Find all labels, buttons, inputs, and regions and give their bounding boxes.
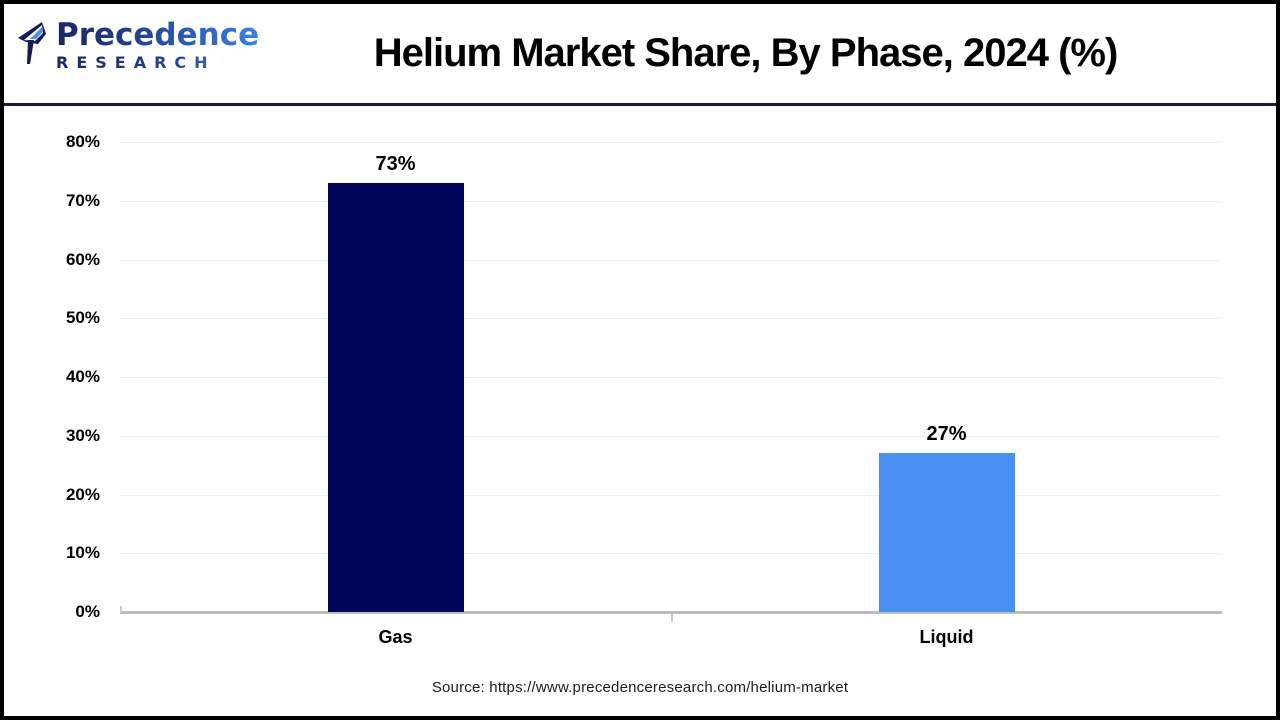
logo-text: Precedence RESEARCH xyxy=(56,18,259,74)
chart-area: 80% 70% 60% 50% 40% 30% 20% 10% 0% 73% 27% Source… xyxy=(4,109,1276,716)
gridline xyxy=(120,142,1222,143)
y-tick-label: 0% xyxy=(75,602,100,621)
y-tick-label: 50% xyxy=(65,308,100,328)
gridline xyxy=(120,494,1222,496)
x-axis-tick-mid xyxy=(671,614,673,622)
y-tick-label: 30% xyxy=(65,425,100,445)
gridline xyxy=(120,200,1222,202)
plot-area: 73% 27% xyxy=(120,142,1222,622)
gridline xyxy=(120,435,1222,437)
logo-line1: Precedence xyxy=(56,17,260,53)
bar-liquid xyxy=(878,453,1015,612)
bar-gas xyxy=(327,183,464,612)
quill-p-icon xyxy=(18,22,46,64)
gridline xyxy=(120,318,1222,320)
source-text: Source: https://www.precedenceresearch.c… xyxy=(431,679,849,696)
x-axis-tick-left xyxy=(120,606,122,612)
gridline xyxy=(120,553,1222,555)
gridline xyxy=(120,377,1222,378)
x-axis-line xyxy=(120,611,1222,614)
y-axis-labels: 80% 70% 60% 50% 40% 30% 20% 10% 0% xyxy=(4,132,100,621)
header: Precedence RESEARCH Helium Market Share,… xyxy=(4,4,1276,106)
gridline xyxy=(120,259,1222,261)
category-label-liquid: Liquid xyxy=(919,627,974,647)
value-label-liquid: 27% xyxy=(926,423,967,446)
logo-line2: RESEARCH xyxy=(56,52,259,74)
y-tick-label: 70% xyxy=(65,190,100,210)
y-tick-label: 80% xyxy=(65,132,100,151)
y-tick-label: 10% xyxy=(65,543,100,563)
chart-title: Helium Market Share, By Phase, 2024 (%) xyxy=(373,31,1119,75)
precedence-research-logo: Precedence RESEARCH xyxy=(16,18,259,74)
category-label-gas: Gas xyxy=(378,627,413,647)
y-tick-label: 20% xyxy=(65,484,100,504)
value-label-gas: 73% xyxy=(375,153,416,176)
y-tick-label: 60% xyxy=(65,249,100,269)
y-tick-label: 40% xyxy=(65,367,100,386)
